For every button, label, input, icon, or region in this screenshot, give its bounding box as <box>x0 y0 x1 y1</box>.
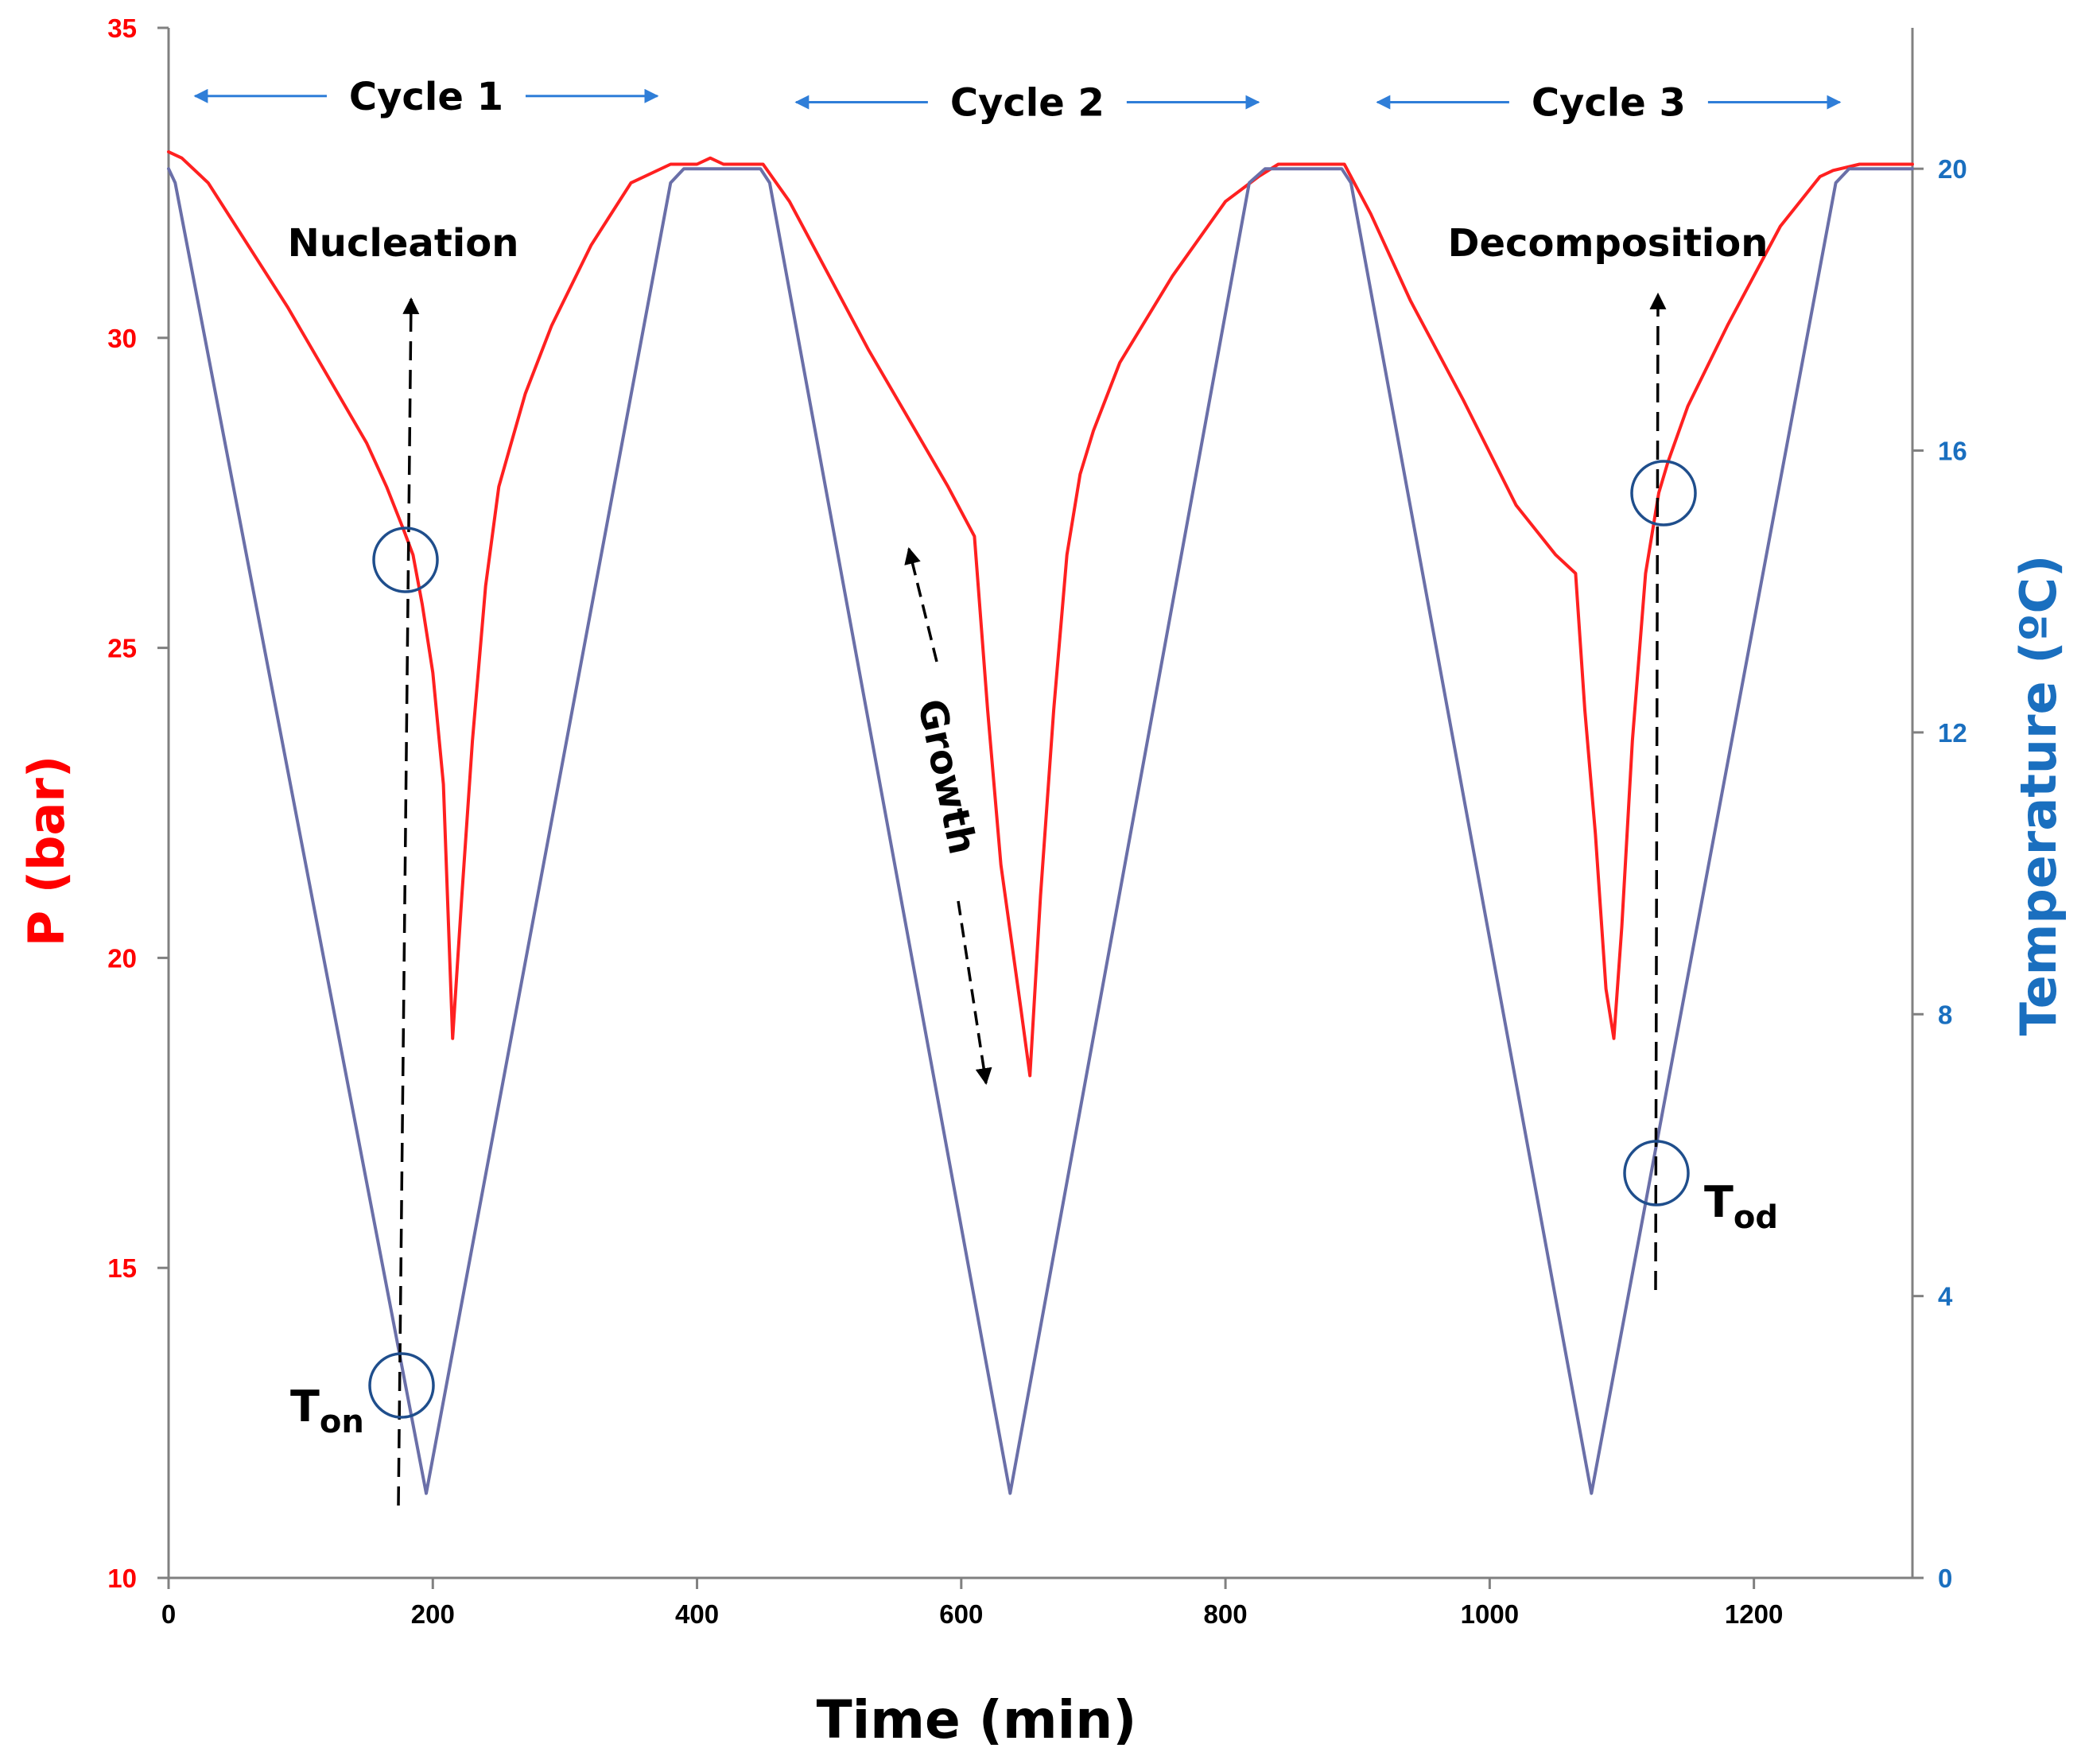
right-y-tick-label: 12 <box>1938 718 1967 748</box>
tick-labels: 0 200 400 600 800 1000 1200 10 15 20 25 30 35 0 4 8 12 16… <box>107 14 1967 1629</box>
axes <box>167 28 1914 1579</box>
cycle-label: Cycle 2 <box>950 81 1105 126</box>
data-series <box>167 150 1914 1495</box>
nucleation-pressure-circle <box>372 526 439 593</box>
t-onset-subscript: on <box>320 1404 364 1440</box>
left-y-tick-label: 15 <box>107 1253 137 1283</box>
decomposition-dashed-arrow <box>1649 292 1667 1291</box>
cycle-1-annotation: Cycle 1 <box>193 75 659 119</box>
x-tick-label: 1000 <box>1461 1599 1519 1629</box>
nucleation-dashed-arrow <box>397 297 420 1506</box>
left-y-tick-label: 10 <box>107 1564 137 1593</box>
tick-marks <box>157 26 1924 1589</box>
decomposition-temperature-circle <box>1623 1140 1690 1206</box>
x-tick-label: 200 <box>411 1599 455 1629</box>
left-y-tick-label: 35 <box>107 14 137 43</box>
x-tick-label: 800 <box>1204 1599 1248 1629</box>
decomposition-pressure-circle <box>1630 460 1697 526</box>
x-axis-title: Time (min) <box>817 1689 1137 1750</box>
nucleation-temperature-circle <box>368 1352 435 1419</box>
left-y-tick-label: 25 <box>107 634 137 663</box>
x-tick-label: 1200 <box>1725 1599 1783 1629</box>
right-y-tick-label: 0 <box>1938 1564 1952 1593</box>
cycle-label: Cycle 1 <box>349 75 503 119</box>
right-y-axis-title: Temperature (ºC) <box>2009 555 2068 1036</box>
t-od-subscript: od <box>1734 1199 1778 1236</box>
cycle-2-annotation: Cycle 2 <box>794 81 1260 126</box>
growth-arrow-lower <box>957 900 992 1086</box>
x-tick-label: 600 <box>939 1599 983 1629</box>
temperature-series-line <box>167 167 1914 1495</box>
right-y-tick-label: 4 <box>1938 1282 1953 1311</box>
right-y-tick-label: 8 <box>1938 1000 1952 1029</box>
pressure-series-line <box>167 150 1914 1078</box>
left-y-tick-label: 20 <box>107 943 137 973</box>
left-y-tick-label: 30 <box>107 324 137 353</box>
x-tick-label: 400 <box>675 1599 719 1629</box>
decomposition-label: Decomposition <box>1448 221 1769 266</box>
cycle-3-annotation: Cycle 3 <box>1376 81 1842 126</box>
nucleation-label: Nucleation <box>288 221 519 266</box>
growth-arrow-upper <box>904 546 938 662</box>
right-y-tick-label: 20 <box>1938 154 1967 184</box>
x-tick-label: 0 <box>161 1599 176 1629</box>
cycle-label: Cycle 3 <box>1532 81 1686 126</box>
right-y-tick-label: 16 <box>1938 437 1967 466</box>
left-y-axis-title: P (bar) <box>17 756 76 947</box>
